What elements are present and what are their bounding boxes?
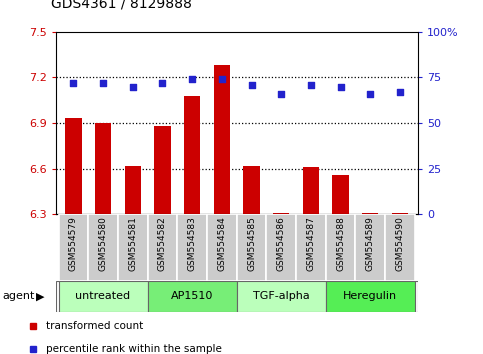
Bar <box>332 175 349 214</box>
Bar <box>355 214 385 281</box>
Text: GSM554590: GSM554590 <box>396 216 404 271</box>
Text: GSM554589: GSM554589 <box>366 216 375 271</box>
Text: GSM554580: GSM554580 <box>99 216 108 271</box>
Text: GSM554585: GSM554585 <box>247 216 256 271</box>
Bar <box>58 214 88 281</box>
Bar <box>237 214 266 281</box>
Bar <box>326 214 355 281</box>
Bar <box>237 281 326 312</box>
Bar <box>125 166 141 214</box>
Bar <box>326 281 415 312</box>
Bar <box>65 119 82 214</box>
Point <box>218 76 226 82</box>
Text: percentile rank within the sample: percentile rank within the sample <box>46 344 222 354</box>
Bar <box>362 213 379 214</box>
Bar <box>385 214 415 281</box>
Bar <box>207 214 237 281</box>
Text: GSM554581: GSM554581 <box>128 216 137 271</box>
Text: untreated: untreated <box>75 291 130 302</box>
Bar <box>392 213 408 214</box>
Text: GDS4361 / 8129888: GDS4361 / 8129888 <box>51 0 192 11</box>
Text: AP1510: AP1510 <box>171 291 213 302</box>
Point <box>99 80 107 86</box>
Bar <box>154 126 170 214</box>
Text: GSM554588: GSM554588 <box>336 216 345 271</box>
Bar <box>243 166 260 214</box>
Point <box>248 82 256 87</box>
Point <box>70 80 77 86</box>
Point <box>337 84 344 89</box>
Bar <box>58 281 148 312</box>
Point <box>396 89 404 95</box>
Bar <box>88 214 118 281</box>
Bar <box>118 214 148 281</box>
Point <box>188 76 196 82</box>
Text: GSM554586: GSM554586 <box>277 216 286 271</box>
Bar <box>95 123 111 214</box>
Bar <box>177 214 207 281</box>
Text: Heregulin: Heregulin <box>343 291 398 302</box>
Text: ▶: ▶ <box>36 291 45 302</box>
Bar <box>148 281 237 312</box>
Bar <box>213 65 230 214</box>
Point <box>277 91 285 97</box>
Text: GSM554579: GSM554579 <box>69 216 78 271</box>
Point <box>158 80 166 86</box>
Text: agent: agent <box>2 291 35 302</box>
Bar <box>148 214 177 281</box>
Bar <box>266 214 296 281</box>
Bar <box>273 213 289 214</box>
Point <box>307 82 315 87</box>
Text: GSM554584: GSM554584 <box>217 216 227 271</box>
Bar <box>303 167 319 214</box>
Text: TGF-alpha: TGF-alpha <box>253 291 310 302</box>
Text: GSM554583: GSM554583 <box>187 216 197 271</box>
Bar <box>296 214 326 281</box>
Bar <box>184 96 200 214</box>
Text: transformed count: transformed count <box>46 321 143 331</box>
Text: GSM554582: GSM554582 <box>158 216 167 271</box>
Point <box>367 91 374 97</box>
Point <box>129 84 137 89</box>
Text: GSM554587: GSM554587 <box>306 216 315 271</box>
